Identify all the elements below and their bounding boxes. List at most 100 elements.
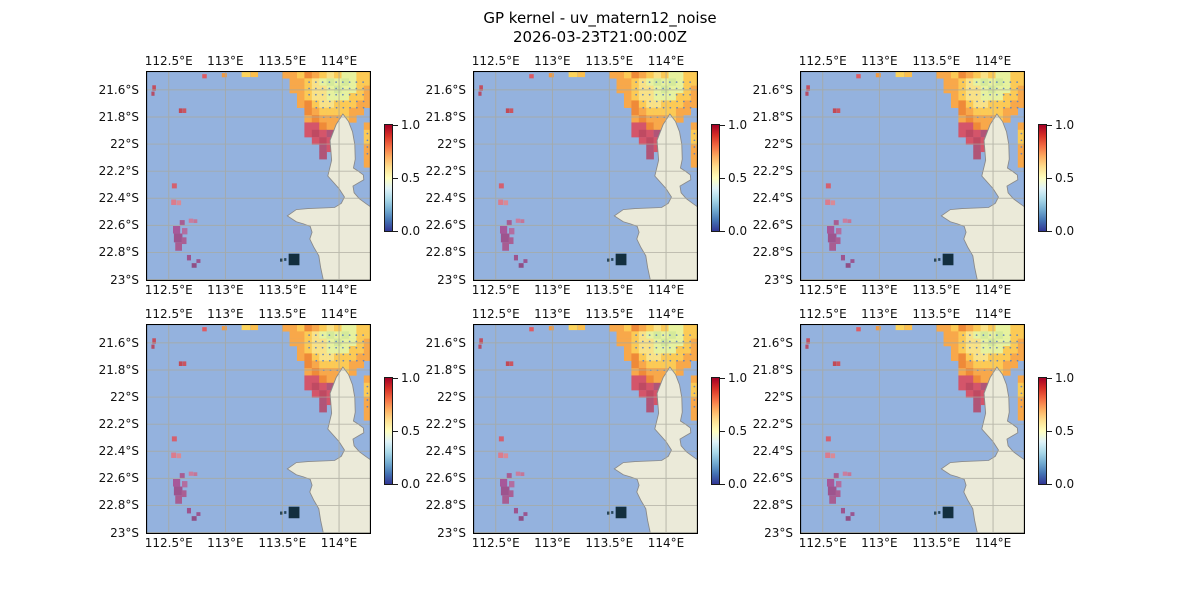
x-tick-label-top: 113°E <box>861 307 898 321</box>
figure-subtitle: 2026-03-23T21:00:00Z <box>513 28 687 46</box>
colorbar-tick <box>393 177 398 179</box>
figure-title: GP kernel - uv_matern12_noise <box>483 9 717 27</box>
colorbar-tick-label: 1.0 <box>1055 118 1075 132</box>
colorbar-strip <box>384 124 393 232</box>
x-tick-label-top: 113°E <box>861 54 898 68</box>
stipple-dots <box>635 334 696 408</box>
x-tick-label-bottom: 114°E <box>320 536 358 550</box>
x-tick-label-bottom: 113°E <box>861 536 898 550</box>
map-frame <box>146 324 371 534</box>
graticule-gridlines <box>146 324 371 534</box>
stipple-dots <box>962 81 1023 155</box>
x-tick-label-bottom: 112.5°E <box>471 536 520 550</box>
y-tick-label: 22.8°S <box>98 498 139 513</box>
colorbar-tick-label: 1.0 <box>728 118 748 132</box>
y-tick-label: 21.8°S <box>425 363 466 377</box>
colorbar-strip <box>1038 377 1047 485</box>
graticule-gridlines <box>800 71 1025 281</box>
colorbar-tick <box>720 230 725 232</box>
graticule-gridlines <box>473 71 698 281</box>
y-tick-label: 21.8°S <box>425 110 466 124</box>
x-tick-label-top: 114°E <box>320 307 358 321</box>
map-plot <box>473 71 698 281</box>
y-tick-label: 22°S <box>437 137 466 152</box>
graticule-gridlines <box>146 71 371 281</box>
x-tick-label-top: 114°E <box>974 307 1012 321</box>
x-tick-label-top: 114°E <box>647 307 685 321</box>
map-frame <box>473 71 698 281</box>
y-tick-label: 22°S <box>110 390 139 405</box>
colorbar-tick-label: 0.0 <box>1055 477 1075 491</box>
colorbar-tick <box>393 483 398 485</box>
x-tick-label-top: 112.5°E <box>144 54 193 68</box>
x-tick-label-bottom: 112.5°E <box>144 283 193 297</box>
x-tick-label-top: 114°E <box>974 54 1012 68</box>
y-tick-label: 22.2°S <box>425 164 466 179</box>
y-tick-label: 21.6°S <box>98 82 139 97</box>
y-tick-label: 22.4°S <box>752 191 793 206</box>
colorbar-tick <box>1047 177 1052 179</box>
x-tick-label-top: 113.5°E <box>585 54 634 68</box>
x-tick-label-bottom: 114°E <box>974 283 1012 297</box>
y-tick-label: 21.6°S <box>425 335 466 350</box>
colorbar-tick <box>720 377 725 379</box>
colorbar-tick-label: 1.0 <box>401 118 421 132</box>
colorbar-tick-label: 1.0 <box>401 371 421 385</box>
map-canvas <box>473 324 698 534</box>
colorbar-tick <box>393 230 398 232</box>
x-tick-label-bottom: 113.5°E <box>912 536 961 550</box>
y-tick-label: 21.8°S <box>98 363 139 377</box>
x-tick-label-bottom: 113°E <box>534 536 571 550</box>
y-tick-label: 22.6°S <box>752 471 793 486</box>
y-tick-label: 21.6°S <box>752 335 793 350</box>
colorbar-tick-label: 0.0 <box>401 477 421 491</box>
y-tick-label: 23°S <box>764 272 793 287</box>
graticule-gridlines <box>473 324 698 534</box>
map-canvas <box>146 71 371 281</box>
map-plot <box>800 71 1025 281</box>
colorbar-tick-label: 0.5 <box>1055 171 1075 185</box>
x-tick-label-top: 113°E <box>534 54 571 68</box>
colorbar-tick-label: 1.0 <box>728 371 748 385</box>
y-tick-label: 21.6°S <box>752 82 793 97</box>
y-tick-label: 22.6°S <box>425 471 466 486</box>
y-tick-label: 21.6°S <box>98 335 139 350</box>
x-tick-label-top: 112.5°E <box>798 54 847 68</box>
x-tick-label-top: 113°E <box>534 307 571 321</box>
y-tick-label: 22°S <box>764 390 793 405</box>
map-plot <box>473 324 698 534</box>
colorbar-tick-label: 0.0 <box>401 224 421 238</box>
stipple-dots <box>635 81 696 155</box>
colorbar-tick-label: 0.5 <box>1055 424 1075 438</box>
colorbar-tick <box>1047 124 1052 126</box>
map-frame <box>473 324 698 534</box>
x-tick-label-bottom: 114°E <box>647 536 685 550</box>
map-plot <box>800 324 1025 534</box>
colorbar-tick <box>720 124 725 126</box>
x-tick-label-top: 113.5°E <box>258 54 307 68</box>
x-tick-label-top: 113.5°E <box>912 307 961 321</box>
colorbar-tick-label: 0.5 <box>401 171 421 185</box>
map-frame <box>146 71 371 281</box>
y-tick-label: 22.4°S <box>98 191 139 206</box>
y-tick-label: 22.2°S <box>425 417 466 432</box>
y-tick-label: 22.6°S <box>98 218 139 233</box>
x-tick-label-top: 114°E <box>320 54 358 68</box>
y-tick-label: 22.2°S <box>752 417 793 432</box>
colorbar-tick-label: 1.0 <box>1055 371 1075 385</box>
map-canvas <box>800 324 1025 534</box>
x-tick-label-top: 112.5°E <box>471 54 520 68</box>
y-tick-label: 22.8°S <box>425 498 466 513</box>
x-tick-label-top: 113°E <box>207 307 244 321</box>
x-tick-label-top: 112.5°E <box>471 307 520 321</box>
colorbar-strip <box>711 124 720 232</box>
x-tick-label-bottom: 114°E <box>647 283 685 297</box>
y-tick-label: 22.2°S <box>98 164 139 179</box>
y-tick-label: 22.6°S <box>425 218 466 233</box>
colorbar-tick <box>720 483 725 485</box>
x-tick-label-bottom: 112.5°E <box>798 536 847 550</box>
colorbar-tick <box>393 430 398 432</box>
x-tick-label-bottom: 113.5°E <box>258 283 307 297</box>
y-tick-label: 23°S <box>110 272 139 287</box>
